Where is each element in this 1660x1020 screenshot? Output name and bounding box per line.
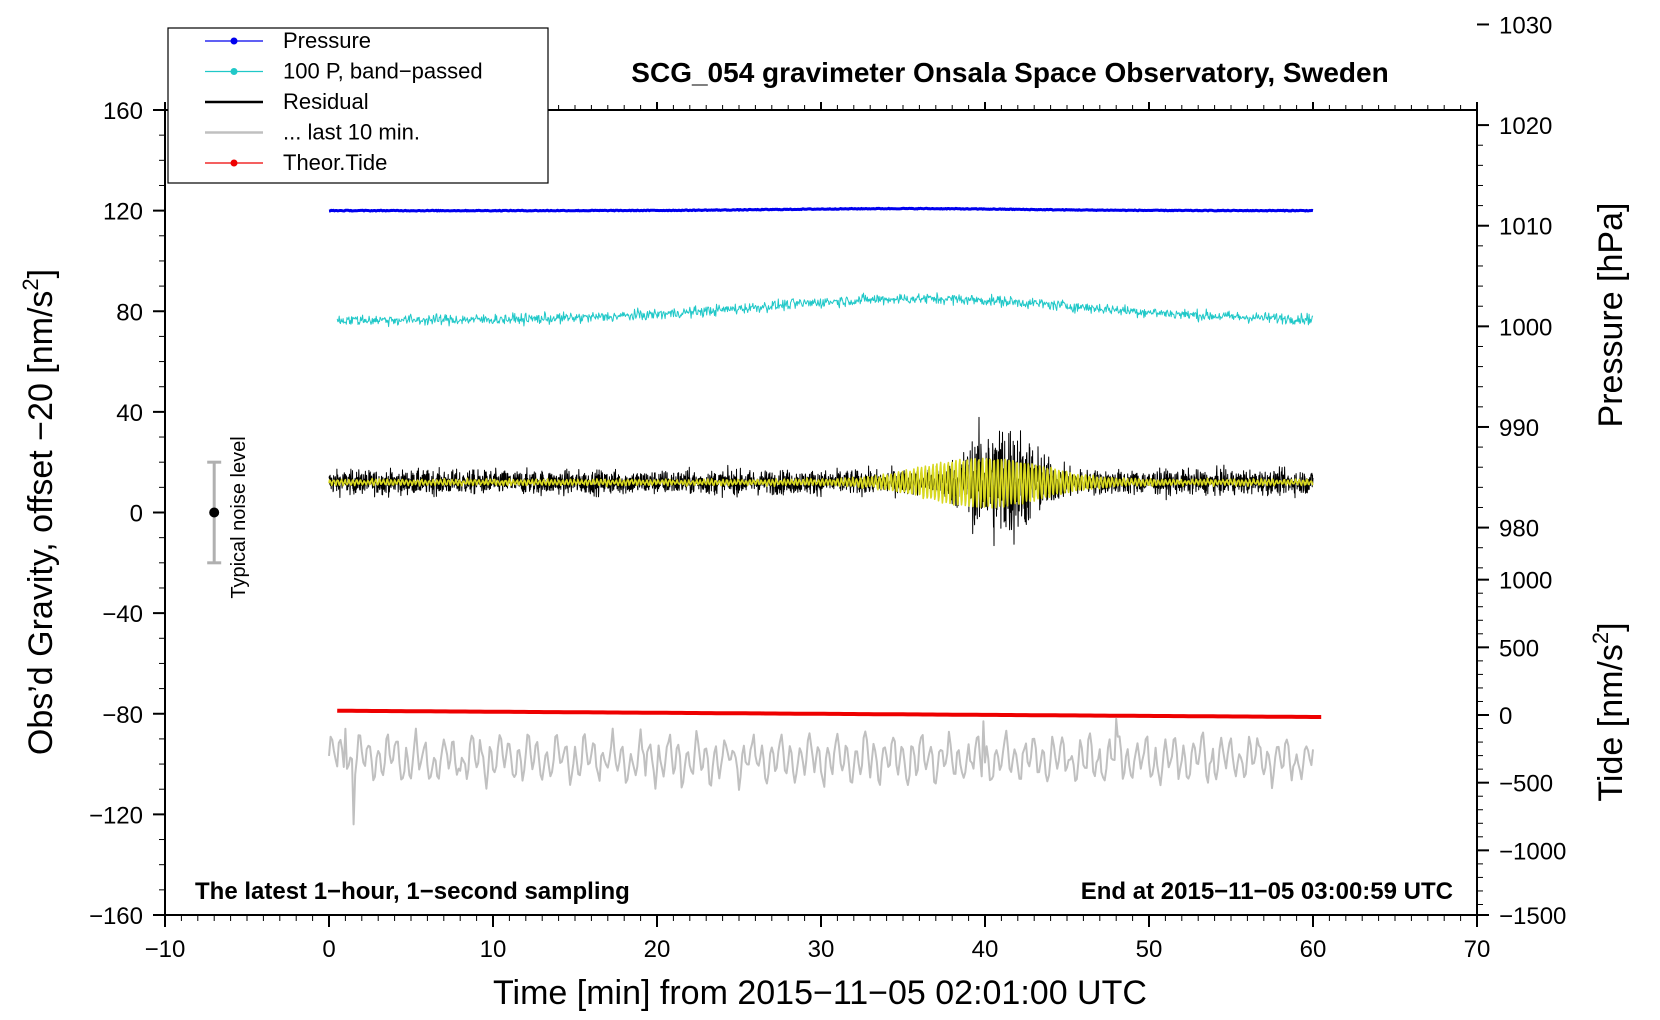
y-tick-label: −160 [89,903,143,930]
pressure-axis-title: Pressure [hPa] [1592,203,1630,428]
tide-series-line [337,708,1322,719]
legend-label: Residual [283,89,369,114]
legend-marker [230,159,238,167]
y-tick-label: 120 [103,199,143,226]
x-tick-label: 0 [322,936,335,963]
last-10-min-series-line [328,717,1314,826]
y-tick-label: 0 [130,501,143,528]
pressure-tick-label: 1000 [1499,314,1552,341]
annotation-end-time: End at 2015−11−05 03:00:59 UTC [1081,878,1453,905]
pressure-tick-label: 990 [1499,415,1539,442]
legend-label: Theor.Tide [283,150,387,175]
x-tick-label: 70 [1464,936,1491,963]
x-axis-title: Time [min] from 2015−11−05 02:01:00 UTC [493,974,1147,1012]
tide-tick-label: 500 [1499,635,1539,662]
y-tick-label: 160 [103,98,143,125]
x-tick-label: 40 [972,936,999,963]
legend-label: 100 P, band−passed [283,59,483,84]
tide-tick-label: 1000 [1499,568,1552,595]
pressure-bandpassed-series-line [336,292,1314,328]
tide-tick-label: −500 [1499,771,1553,798]
tide-tick-label: 0 [1499,703,1512,730]
legend-marker [230,37,238,45]
series-layer [328,206,1322,826]
y-axis-title-left-end: ] [22,269,60,278]
noise-level-label: Typical noise level [228,436,250,598]
legend-label: Pressure [283,28,371,53]
y-tick-label: −40 [102,601,143,628]
x-tick-label: 10 [480,936,507,963]
pressure-tick-label: 1010 [1499,214,1552,241]
noise-center-dot [209,507,220,518]
tide-tick-label: −1000 [1499,838,1566,865]
tide-axis-title-end: ] [1592,622,1630,631]
chart-title: SCG_054 gravimeter Onsala Space Observat… [631,57,1388,88]
annotation-sampling: The latest 1−hour, 1−second sampling [195,878,630,905]
x-tick-label: 20 [644,936,671,963]
x-tick-label: −10 [145,936,186,963]
y-tick-label: −120 [89,802,143,829]
x-axis-ticks: −10 0 10 20 30 40 50 60 70 [145,102,1491,963]
tide-axis-title: Tide [nm/s2] [1588,622,1630,801]
y-axis-title-left-sup: 2 [18,278,43,290]
tide-axis-title-main: Tide [nm/s [1592,644,1630,801]
y-tick-label: 40 [116,400,143,427]
x-tick-label: 60 [1300,936,1327,963]
legend-marker [230,68,238,75]
tide-axis-title-sup: 2 [1588,632,1613,644]
pressure-series-line [328,206,1314,213]
tide-axis-ticks: −1500 −1000 −500 0 500 1000 [1477,568,1566,930]
tide-tick-label: −1500 [1499,903,1566,930]
legend: Pressure 100 P, band−passed Residual ... la… [167,27,549,184]
noise-level-indicator: Typical noise level [207,436,250,599]
y-axis-title-left: Obs’d Gravity, offset −20 [nm/s2] [18,269,60,755]
x-tick-label: 30 [808,936,835,963]
x-tick-label: 50 [1136,936,1163,963]
pressure-axis-ticks: 980 990 1000 1010 1020 1030 [1477,12,1552,569]
legend-box [167,27,549,184]
y-tick-label: −80 [102,702,143,729]
y-tick-label: 80 [116,299,143,326]
pressure-tick-label: 1030 [1499,12,1552,39]
pressure-tick-label: 980 [1499,516,1539,543]
residual-smoothed-series-line [328,457,1314,509]
legend-label: ... last 10 min. [283,120,420,145]
y-axis-title-left-main: Obs’d Gravity, offset −20 [nm/s [22,291,60,756]
y-axis-ticks: −160 −120 −80 −40 0 40 80 120 160 [89,98,165,930]
pressure-tick-label: 1020 [1499,113,1552,140]
